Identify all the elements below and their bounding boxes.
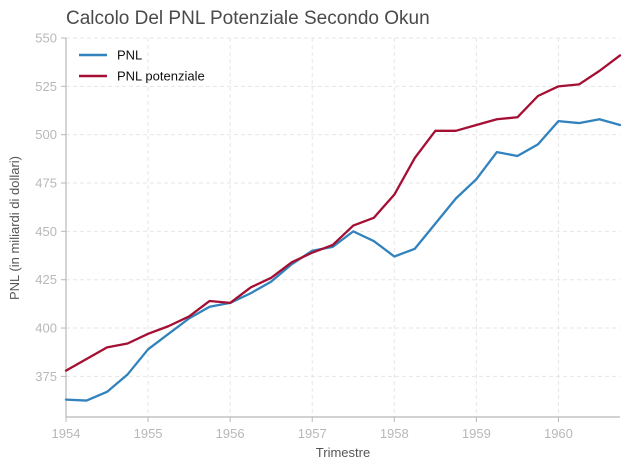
x-tick-label: 1954 <box>52 426 81 441</box>
series-line-pnl-potenziale <box>64 54 622 372</box>
y-tick-label: 400 <box>35 321 57 336</box>
y-axis-ticks: 375 400 425 450 475 500 525 550 <box>35 31 66 384</box>
x-tick-label: 1957 <box>298 426 327 441</box>
series-line-pnl <box>64 118 622 402</box>
legend-label: PNL potenziale <box>117 69 205 84</box>
x-tick-label: 1956 <box>216 426 245 441</box>
y-tick-label: 375 <box>35 369 57 384</box>
x-tick-label: 1958 <box>380 426 409 441</box>
grid-lines <box>65 37 620 417</box>
x-tick-label: 1955 <box>134 426 163 441</box>
y-tick-label: 500 <box>35 127 57 142</box>
x-tick-label: 1959 <box>462 426 491 441</box>
x-tick-label: 1960 <box>544 426 573 441</box>
series-lines <box>64 54 622 402</box>
y-tick-label: 450 <box>35 224 57 239</box>
x-axis-ticks: 1954 1955 1956 1957 1958 1959 1960 <box>52 417 573 441</box>
y-tick-label: 525 <box>35 79 57 94</box>
y-tick-label: 550 <box>35 31 57 46</box>
chart-title: Calcolo Del PNL Potenziale Secondo Okun <box>66 8 430 29</box>
axes <box>65 38 620 418</box>
y-tick-label: 475 <box>35 176 57 191</box>
x-axis-label: Trimestre <box>316 445 370 460</box>
legend: PNL PNL potenziale <box>79 48 205 84</box>
y-axis-label: PNL (in miliardi di dollari) <box>7 156 22 300</box>
legend-label: PNL <box>117 48 142 63</box>
y-tick-label: 425 <box>35 272 57 287</box>
